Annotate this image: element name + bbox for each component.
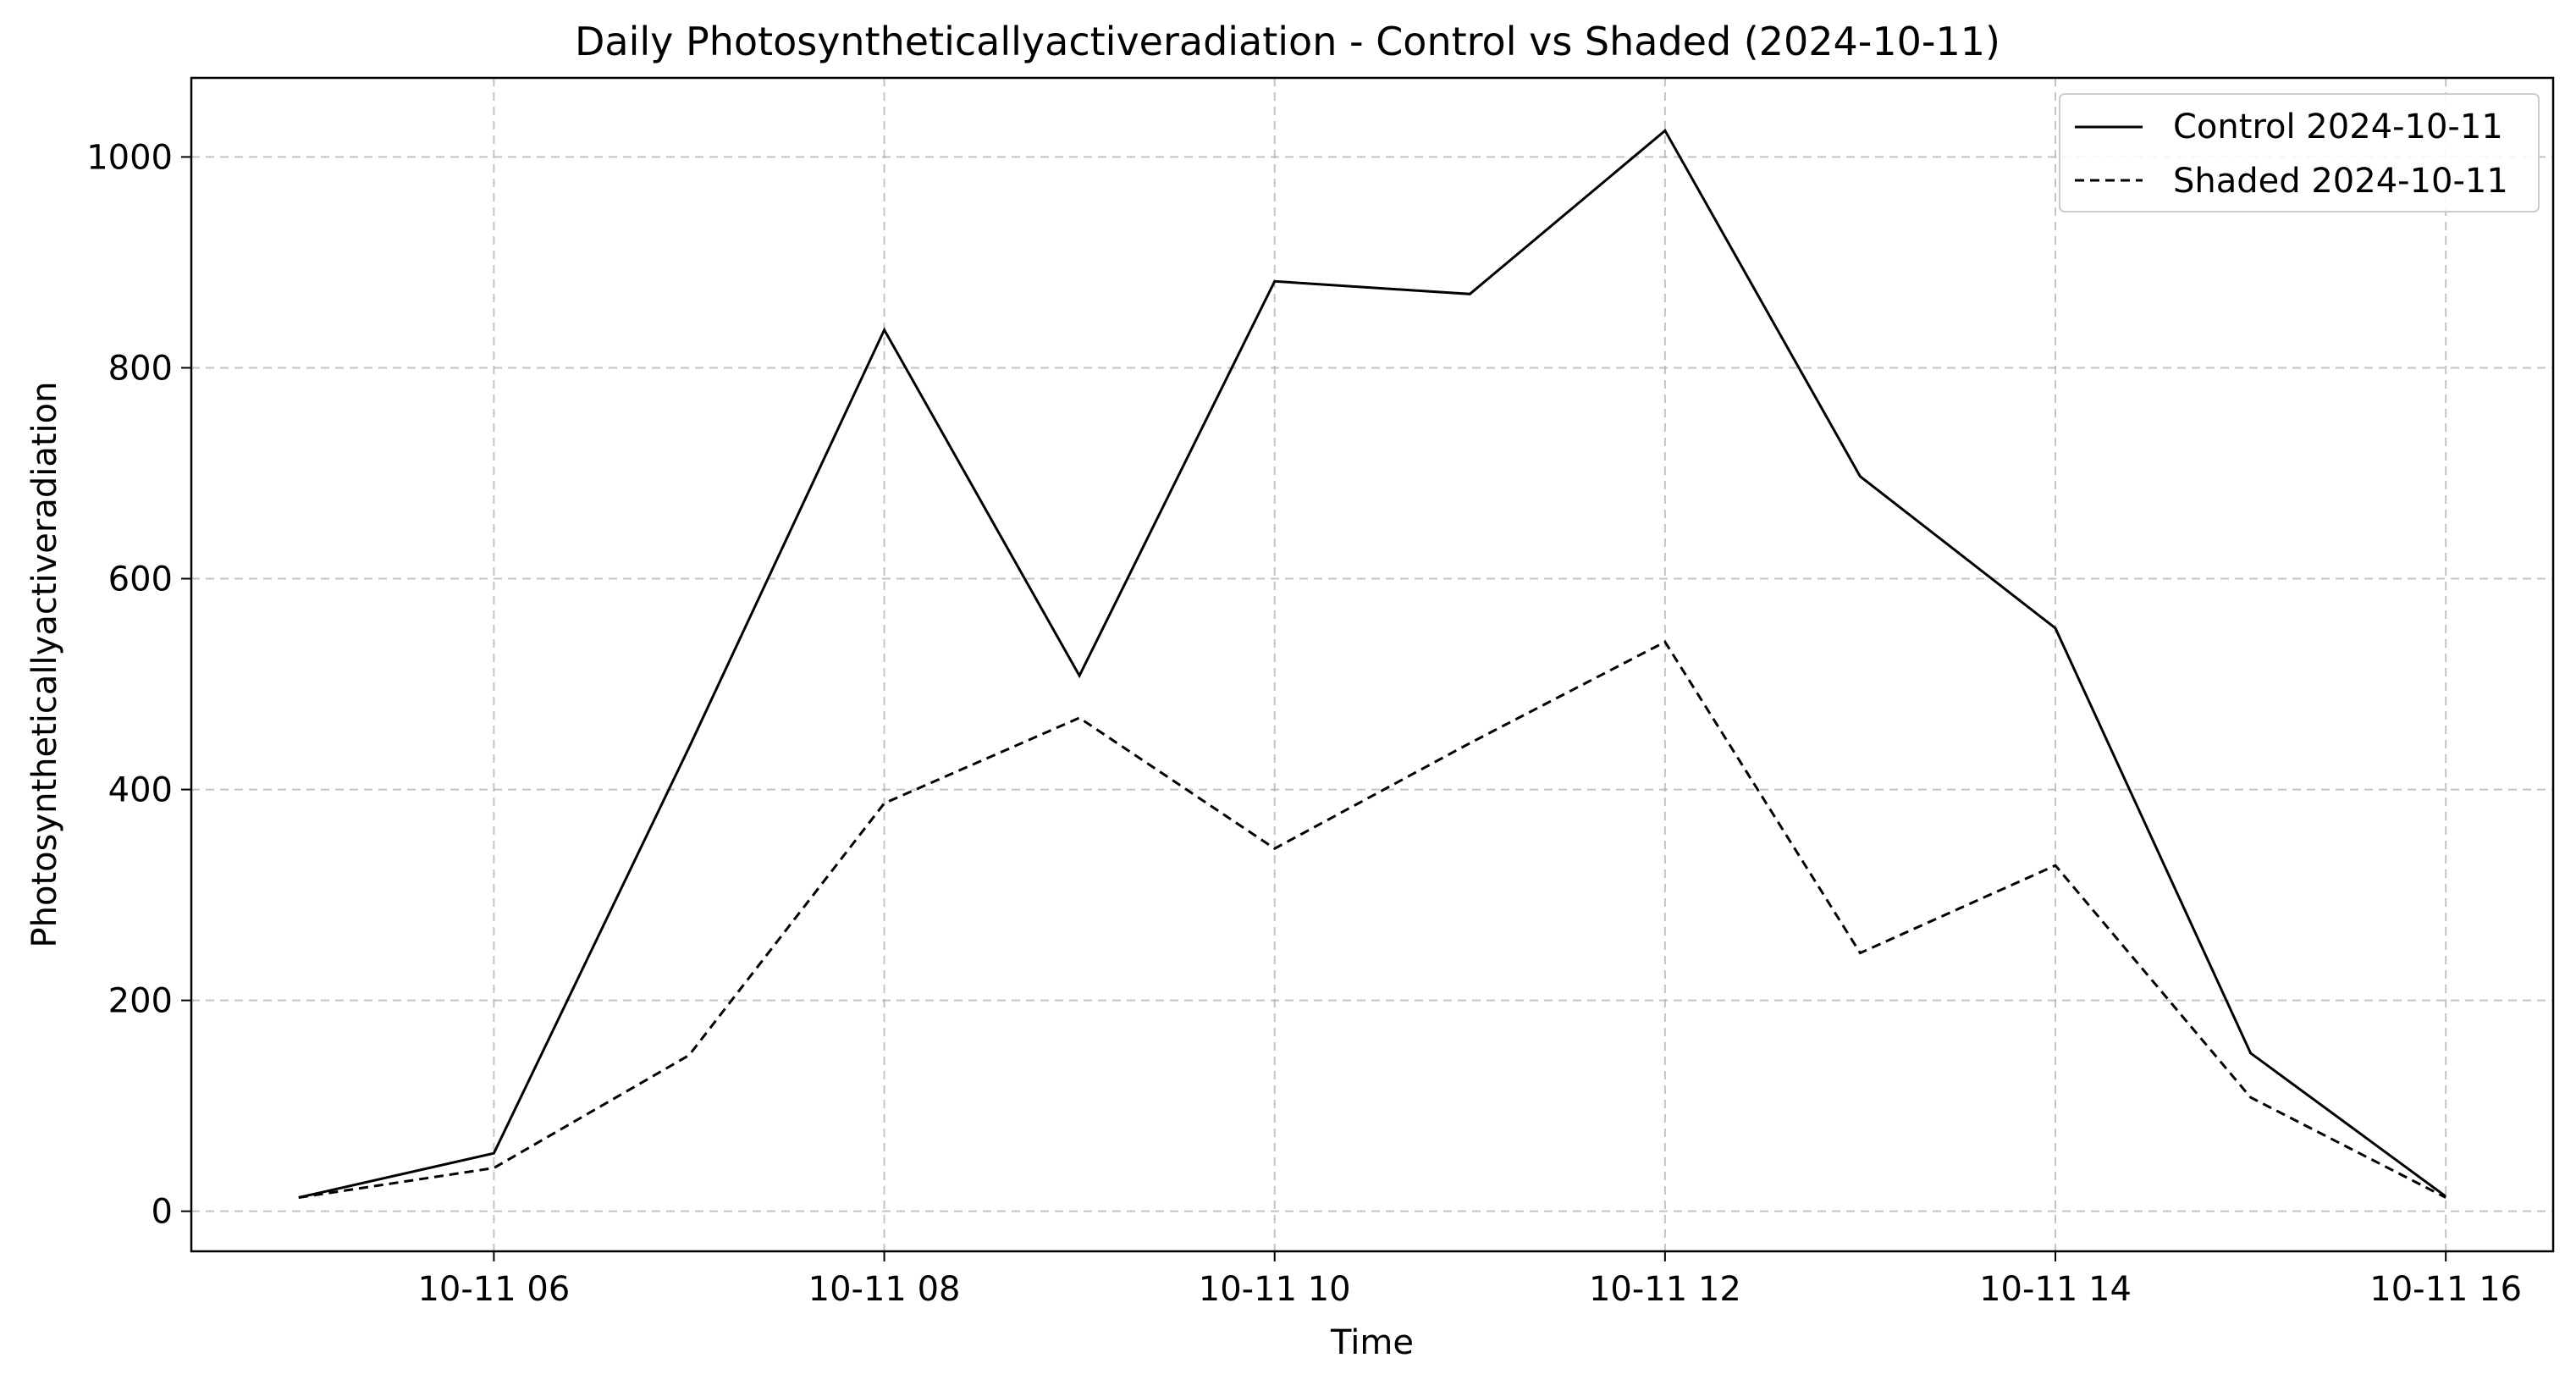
legend-label-control: Control 2024-10-11 [2173, 108, 2503, 146]
x-tick-label: 10-11 10 [1199, 1270, 1351, 1309]
x-axis-label: Time [1330, 1323, 1414, 1362]
series-line-shaded [298, 640, 2446, 1199]
y-tick-label: 1000 [86, 138, 173, 177]
x-tick-label: 10-11 08 [808, 1270, 961, 1309]
x-axis-ticks: 10-11 06 10-11 08 10-11 10 10-11 12 10-11 14… [417, 1251, 2522, 1309]
y-axis-ticks: 0 200 400 600 800 1000 [86, 138, 191, 1232]
legend-label-shaded: Shaded 2024-10-11 [2173, 162, 2508, 201]
x-tick-label: 10-11 14 [1979, 1270, 2132, 1309]
chart-title: Daily Photosyntheticallyactiveradiation … [575, 19, 2000, 64]
y-axis-label: Photosyntheticallyactiveradiation [25, 382, 64, 948]
plot-area-frame [190, 76, 2555, 1253]
grid-lines [191, 78, 2553, 1251]
legend: Control 2024-10-11 Shaded 2024-10-11 [2059, 93, 2540, 213]
y-tick-label: 0 [152, 1193, 173, 1232]
y-tick-label: 200 [108, 982, 173, 1021]
x-tick-label: 10-11 16 [2369, 1270, 2522, 1309]
series-line-control [298, 128, 2447, 1199]
legend-box [2059, 93, 2540, 213]
y-tick-label: 800 [108, 349, 173, 388]
x-tick-label: 10-11 12 [1589, 1270, 1741, 1309]
x-tick-label: 10-11 06 [417, 1270, 570, 1309]
plot-series [298, 128, 2447, 1199]
y-tick-label: 600 [108, 560, 173, 599]
y-tick-label: 400 [108, 771, 173, 810]
